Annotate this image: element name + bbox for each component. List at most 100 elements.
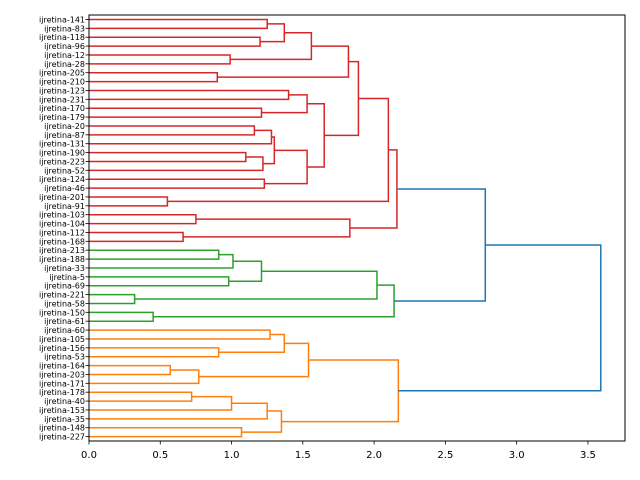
dendrogram-link bbox=[89, 179, 264, 188]
dendrogram-link bbox=[153, 285, 394, 317]
dendrogram-link bbox=[89, 250, 219, 259]
dendrogram-link bbox=[89, 90, 289, 99]
leaf-label: ijretina-105 bbox=[39, 335, 85, 344]
dendrogram-link bbox=[89, 19, 267, 28]
x-tick-label: 2.0 bbox=[366, 450, 382, 461]
dendrogram-link bbox=[242, 411, 282, 432]
dendrogram-link bbox=[89, 255, 233, 268]
leaf-label: ijretina-201 bbox=[39, 193, 85, 202]
x-tick-label: 0.0 bbox=[81, 450, 97, 461]
dendrogram-link bbox=[89, 55, 230, 64]
dendrogram-link bbox=[89, 153, 246, 162]
dendrogram-link bbox=[89, 392, 192, 401]
dendrogram-link bbox=[89, 197, 167, 206]
leaf-label: ijretina-123 bbox=[39, 86, 85, 95]
leaf-label: ijretina-148 bbox=[39, 424, 85, 433]
dendrogram-link bbox=[89, 126, 254, 135]
leaf-label: ijretina-124 bbox=[39, 175, 85, 184]
leaf-label: ijretina-227 bbox=[39, 433, 85, 442]
leaf-label: ijretina-118 bbox=[39, 33, 85, 42]
dendrogram-link bbox=[89, 73, 217, 82]
dendrogram-link bbox=[89, 330, 270, 339]
dendrogram-link bbox=[324, 62, 358, 136]
dendrogram-link bbox=[89, 428, 242, 437]
x-axis-ticks: 0.0 0.5 1.0 1.5 2.0 2.5 3.0 3.5 bbox=[81, 441, 596, 461]
x-tick-label: 1.0 bbox=[224, 450, 240, 461]
leaf-label: ijretina-5 bbox=[49, 273, 85, 282]
leaf-label: ijretina-205 bbox=[39, 69, 85, 78]
leaf-label: ijretina-28 bbox=[44, 60, 85, 69]
leaf-label: ijretina-58 bbox=[44, 299, 85, 308]
dendrogram-link bbox=[264, 150, 307, 183]
leaf-label: ijretina-210 bbox=[39, 78, 85, 87]
leaf-label: ijretina-104 bbox=[39, 220, 85, 229]
leaf-label: ijretina-178 bbox=[39, 388, 85, 397]
leaf-label: ijretina-150 bbox=[39, 308, 85, 317]
x-tick-label: 3.5 bbox=[580, 450, 596, 461]
leaf-label: ijretina-231 bbox=[39, 95, 85, 104]
dendrogram-link bbox=[89, 366, 170, 375]
leaf-label: ijretina-213 bbox=[39, 246, 85, 255]
x-tick-label: 0.5 bbox=[152, 450, 168, 461]
leaf-label: ijretina-35 bbox=[44, 415, 85, 424]
dendrogram-link bbox=[89, 348, 219, 357]
leaf-label: ijretina-40 bbox=[44, 397, 85, 406]
leaf-label: ijretina-96 bbox=[44, 42, 85, 51]
dendrogram-links bbox=[89, 19, 601, 436]
x-tick-label: 2.5 bbox=[437, 450, 453, 461]
leaf-label: ijretina-141 bbox=[39, 15, 85, 24]
dendrogram-link bbox=[350, 150, 397, 228]
leaf-label: ijretina-164 bbox=[39, 362, 85, 371]
dendrogram-link bbox=[89, 37, 260, 46]
leaf-label: ijretina-203 bbox=[39, 370, 85, 379]
leaf-label: ijretina-188 bbox=[39, 255, 85, 264]
leaf-label: ijretina-179 bbox=[39, 113, 85, 122]
x-tick-label: 3.0 bbox=[509, 450, 525, 461]
dendrogram-link bbox=[183, 219, 350, 237]
leaf-label: ijretina-12 bbox=[44, 51, 85, 60]
leaf-labels: ijretina-141ijretina-83ijretina-118ijret… bbox=[39, 15, 89, 441]
leaf-label: ijretina-87 bbox=[44, 131, 85, 140]
leaf-label: ijretina-33 bbox=[44, 264, 85, 273]
leaf-label: ijretina-61 bbox=[44, 317, 85, 326]
leaf-label: ijretina-46 bbox=[44, 184, 85, 193]
x-tick-label: 1.5 bbox=[295, 450, 311, 461]
dendrogram-link bbox=[217, 46, 348, 77]
leaf-label: ijretina-168 bbox=[39, 237, 85, 246]
dendrogram-link bbox=[89, 295, 135, 304]
leaf-label: ijretina-112 bbox=[39, 228, 85, 237]
leaf-label: ijretina-171 bbox=[39, 379, 85, 388]
leaf-label: ijretina-190 bbox=[39, 149, 85, 158]
leaf-label: ijretina-20 bbox=[44, 122, 85, 131]
leaf-label: ijretina-60 bbox=[44, 326, 85, 335]
dendrogram-link bbox=[398, 245, 600, 391]
leaf-label: ijretina-221 bbox=[39, 291, 85, 300]
dendrogram-link bbox=[89, 232, 183, 241]
leaf-label: ijretina-103 bbox=[39, 211, 85, 220]
leaf-label: ijretina-53 bbox=[44, 353, 85, 362]
dendrogram-link bbox=[263, 137, 274, 164]
dendrogram-link bbox=[281, 360, 398, 422]
leaf-label: ijretina-69 bbox=[44, 282, 85, 291]
dendrogram-link bbox=[307, 104, 324, 167]
dendrogram-link bbox=[89, 215, 196, 224]
leaf-label: ijretina-170 bbox=[39, 104, 85, 113]
dendrogram-link bbox=[89, 277, 229, 286]
dendrogram-link bbox=[89, 370, 199, 383]
dendrogram-link bbox=[89, 108, 261, 117]
dendrogram-link bbox=[89, 157, 263, 170]
leaf-label: ijretina-156 bbox=[39, 344, 85, 353]
dendrogram-link bbox=[261, 95, 307, 113]
leaf-label: ijretina-131 bbox=[39, 140, 85, 149]
leaf-label: ijretina-153 bbox=[39, 406, 85, 415]
leaf-label: ijretina-223 bbox=[39, 157, 85, 166]
leaf-label: ijretina-52 bbox=[44, 166, 85, 175]
dendrogram-link bbox=[89, 397, 232, 410]
dendrogram-link bbox=[219, 335, 285, 353]
leaf-label: ijretina-83 bbox=[44, 24, 85, 33]
leaf-label: ijretina-91 bbox=[44, 202, 85, 211]
dendrogram-link bbox=[394, 189, 485, 301]
dendrogram-link bbox=[89, 312, 153, 321]
dendrogram-link bbox=[260, 24, 284, 42]
